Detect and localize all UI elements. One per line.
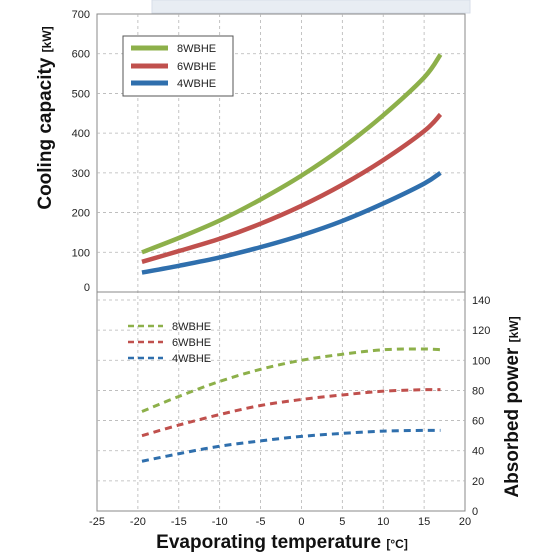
x-tick-label: 10 [377,516,389,528]
x-axis-label: Evaporating temperature [156,532,381,553]
bottom-y-tick-label: 120 [472,325,490,337]
x-tick-label: -25 [89,516,105,528]
cooling-capacity-series-4wbhe [141,170,442,275]
absorbed-power-series-6wbhe [141,388,441,438]
cooling-capacity-series-6wbhe [141,112,443,264]
top-y-axis-unit: [kW] [40,26,54,52]
x-tick-label: -15 [171,516,187,528]
bottom-y-axis-label: Absorbed power [502,347,523,498]
x-tick-label: 0 [298,516,304,528]
bottom-y-tick-label: 40 [472,446,484,458]
top-y-axis-title: Cooling capacity [kW] [35,26,56,209]
bottom-legend-label-6wbhe: 6WBHE [172,337,211,349]
top-legend: 8WBHE 6WBHE 4WBHE [122,35,234,97]
bottom-y-axis-unit: [kW] [507,316,521,342]
top-y-tick-label: 200 [72,208,90,220]
x-tick-label: -10 [212,516,228,528]
bottom-y-tick-label: 100 [472,355,490,367]
bottom-y-tick-label: 140 [472,295,490,307]
cooling-capacity-series-8wbhe [141,53,443,255]
x-axis-title: Evaporating temperature [°C] [156,532,408,553]
top-y-axis-label: Cooling capacity [35,57,56,209]
series-layer [141,53,443,463]
top-y-tick-label: 700 [72,9,90,21]
top-legend-label-8wbhe: 8WBHE [177,43,216,55]
top-y-tick-label: 100 [72,247,90,259]
tick-labels: -25 -20 -15 -10 -5 0 5 10 15 20010020030040050060… [72,9,491,528]
top-y-tick-label: 400 [72,128,90,140]
top-y-tick-label: 0 [84,282,90,294]
bottom-y-axis-title: Absorbed power [kW] [502,316,523,497]
x-tick-label: 20 [459,516,471,528]
x-tick-label: -5 [256,516,266,528]
top-y-tick-label: 300 [72,168,90,180]
x-tick-label: 5 [339,516,345,528]
top-legend-label-4wbhe: 4WBHE [177,78,216,90]
top-y-tick-label: 600 [72,49,90,61]
absorbed-power-series-8wbhe [141,347,441,413]
absorbed-power-series-4wbhe [141,428,441,463]
bottom-legend-label-4wbhe: 4WBHE [172,353,211,365]
x-axis-unit: [°C] [386,537,407,551]
top-legend-label-6wbhe: 6WBHE [177,61,216,73]
bottom-y-tick-label: 60 [472,416,484,428]
bottom-legend: 8WBHE 6WBHE 4WBHE [128,321,211,365]
bottom-legend-label-8wbhe: 8WBHE [172,321,211,333]
bottom-y-tick-label: 80 [472,385,484,397]
top-y-tick-label: 500 [72,88,90,100]
bottom-y-tick-label: 20 [472,476,484,488]
header-band [151,0,471,14]
bottom-y-tick-label: 0 [472,506,478,518]
x-tick-label: 15 [418,516,430,528]
x-tick-label: -20 [130,516,146,528]
